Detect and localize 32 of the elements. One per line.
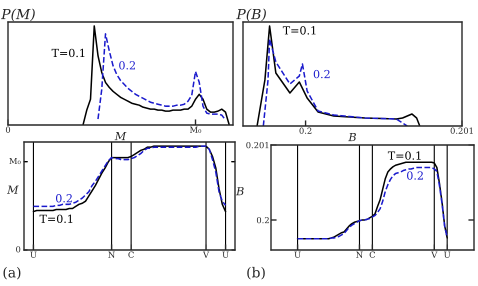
- y-axis-title: M: [7, 186, 19, 194]
- x-axis-title: M: [114, 132, 126, 140]
- x-tick-label: C: [128, 252, 134, 258]
- series-label: T=0.1: [388, 151, 421, 160]
- x-tick-label: 0.201: [450, 128, 473, 134]
- x-tick-label: 0: [6, 126, 10, 133]
- x-tick-label: V: [431, 252, 438, 258]
- x-tick-label: V: [202, 252, 210, 258]
- x-tick-label: U: [294, 252, 301, 258]
- x-tick-label: N: [108, 252, 115, 258]
- series-label: T=0.1: [282, 26, 316, 35]
- x-tick-label: M₀: [190, 126, 202, 133]
- x-tick-label: U: [444, 252, 450, 258]
- ref-line-label: 0: [16, 246, 20, 252]
- text: (a): [3, 266, 20, 280]
- series-label: T=0.1: [52, 48, 84, 58]
- text: (b): [247, 266, 265, 280]
- series-label: 0.2: [56, 194, 72, 202]
- chart-title: P(B): [236, 8, 266, 22]
- series-label: 0.2: [314, 70, 330, 78]
- chart-title: P(M): [1, 8, 35, 22]
- x-tick-label: N: [356, 252, 363, 258]
- y-axis-title: B: [236, 187, 244, 196]
- ref-line-label: M₀: [9, 158, 21, 164]
- series-label: T=0.1: [40, 214, 72, 223]
- series-label: 0.2: [407, 171, 423, 180]
- x-tick-label: U: [30, 252, 37, 258]
- x-tick-label: U: [222, 252, 229, 258]
- x-tick-label: C: [370, 252, 376, 258]
- series-label: 0.2: [119, 61, 135, 70]
- x-tick-label: 0.2: [299, 128, 312, 134]
- x-axis-title: B: [348, 133, 356, 142]
